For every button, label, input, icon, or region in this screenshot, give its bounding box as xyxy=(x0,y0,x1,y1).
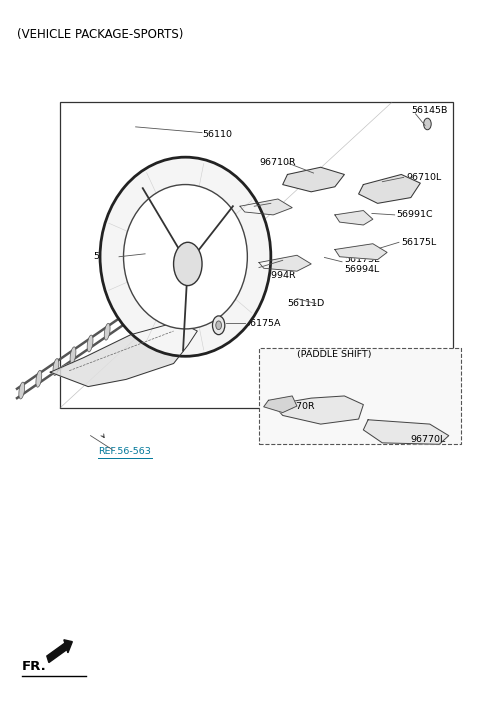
Polygon shape xyxy=(259,255,311,271)
Polygon shape xyxy=(50,321,197,387)
Bar xyxy=(259,348,461,444)
Ellipse shape xyxy=(104,324,110,340)
Polygon shape xyxy=(363,419,449,444)
Text: 56170B: 56170B xyxy=(93,252,129,261)
Text: 56994R: 56994R xyxy=(259,271,296,280)
Text: FR.: FR. xyxy=(22,660,47,673)
Circle shape xyxy=(216,321,221,329)
Text: (PADDLE SHIFT): (PADDLE SHIFT) xyxy=(297,350,372,358)
Polygon shape xyxy=(283,167,344,192)
Polygon shape xyxy=(273,396,363,424)
Text: 96710R: 96710R xyxy=(259,158,296,167)
Ellipse shape xyxy=(36,370,42,387)
Text: 96770R: 96770R xyxy=(278,402,314,411)
Ellipse shape xyxy=(100,157,271,356)
Text: 56994L: 56994L xyxy=(344,265,380,274)
Text: 56111D: 56111D xyxy=(288,299,324,308)
Text: 96710L: 96710L xyxy=(406,173,441,182)
Ellipse shape xyxy=(87,335,93,352)
Text: 56145B: 56145B xyxy=(411,106,447,116)
Ellipse shape xyxy=(19,382,24,399)
Circle shape xyxy=(174,242,202,286)
Ellipse shape xyxy=(70,347,76,364)
Text: (VEHICLE PACKAGE-SPORTS): (VEHICLE PACKAGE-SPORTS) xyxy=(17,28,183,41)
Text: 96770L: 96770L xyxy=(411,435,446,443)
Bar xyxy=(60,103,454,409)
Polygon shape xyxy=(359,174,420,204)
Circle shape xyxy=(424,119,431,129)
Polygon shape xyxy=(335,244,387,260)
Polygon shape xyxy=(335,211,373,225)
Polygon shape xyxy=(264,396,297,412)
Text: 56173L: 56173L xyxy=(344,255,380,264)
Ellipse shape xyxy=(123,185,247,329)
Text: 56175L: 56175L xyxy=(401,238,437,246)
Text: 56175R: 56175R xyxy=(226,201,263,211)
Circle shape xyxy=(213,316,225,334)
Text: REF.56-563: REF.56-563 xyxy=(97,447,151,456)
FancyArrow shape xyxy=(47,640,72,662)
Text: 56175A: 56175A xyxy=(245,318,281,328)
Polygon shape xyxy=(240,199,292,215)
Text: 56173R: 56173R xyxy=(259,261,296,270)
Text: 56110: 56110 xyxy=(202,129,232,139)
Text: 56991C: 56991C xyxy=(396,210,433,220)
Ellipse shape xyxy=(53,358,59,375)
